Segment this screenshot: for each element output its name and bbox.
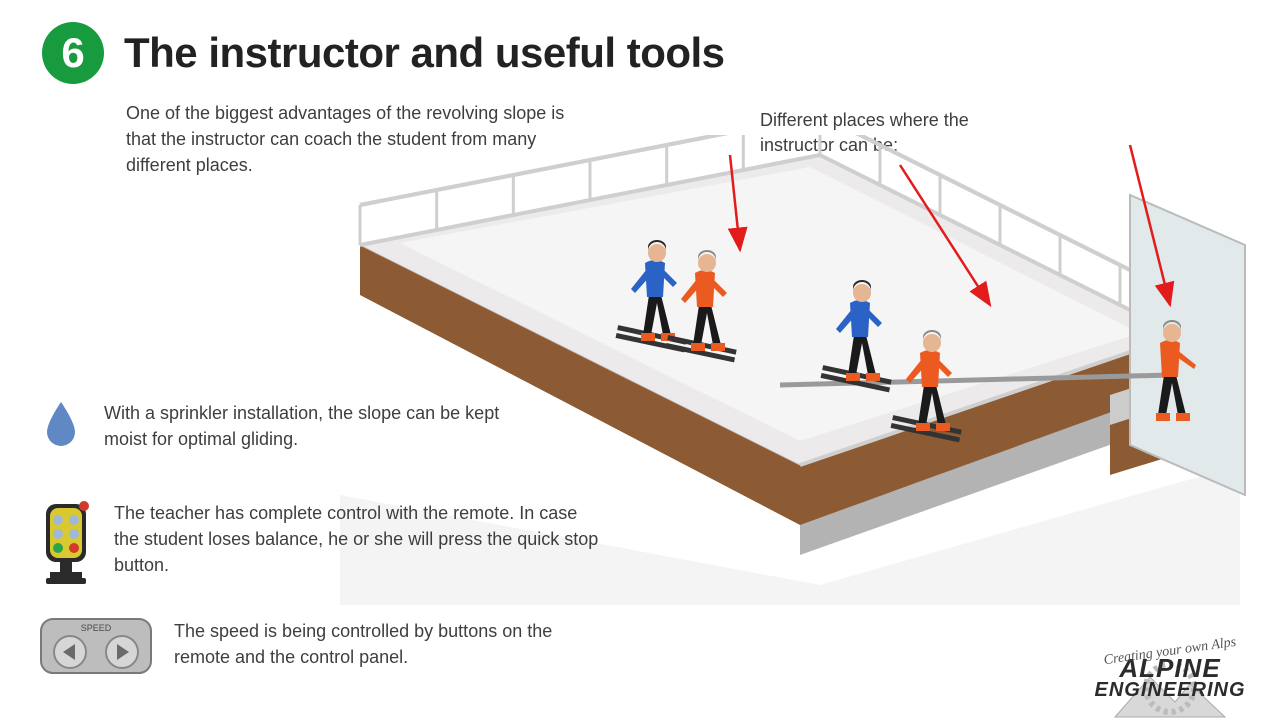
brand-logo: Creating your own Alps Alpine Engineerin…	[1090, 644, 1250, 700]
feature-speed: SPEED The speed is being controlled by b…	[40, 618, 600, 674]
water-drop-icon	[40, 400, 82, 448]
feature-sprinkler: With a sprinkler installation, the slope…	[40, 400, 520, 452]
step-badge: 6	[42, 22, 104, 84]
header: 6 The instructor and useful tools	[42, 22, 725, 84]
speed-label: SPEED	[81, 623, 112, 633]
feature-speed-text: The speed is being controlled by buttons…	[174, 618, 600, 670]
remote-control-icon	[40, 500, 92, 588]
speed-panel-icon: SPEED	[40, 618, 152, 674]
feature-remote-text: The teacher has complete control with th…	[114, 500, 600, 578]
page-title: The instructor and useful tools	[124, 29, 725, 77]
feature-sprinkler-text: With a sprinkler installation, the slope…	[104, 400, 520, 452]
step-number: 6	[61, 29, 84, 77]
feature-remote: The teacher has complete control with th…	[40, 500, 600, 588]
